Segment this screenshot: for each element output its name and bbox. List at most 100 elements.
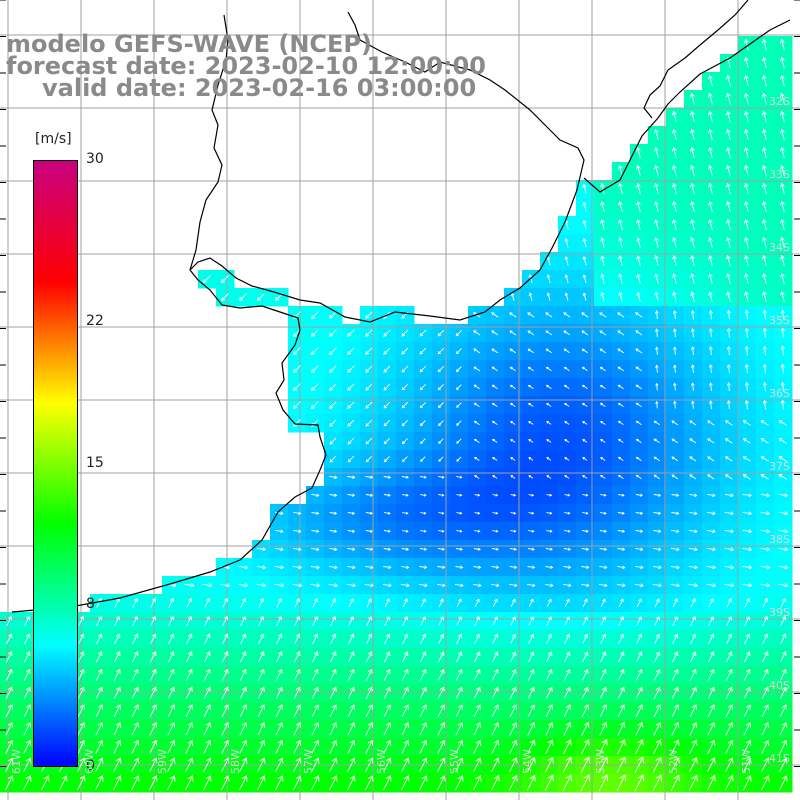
wind-arrow [383,704,391,718]
wind-arrow [671,438,679,444]
wind-arrow [689,420,697,426]
wind-arrow [600,598,606,608]
wind-arrow [419,686,427,699]
wind-arrow [384,615,391,626]
wind-arrow [366,598,372,608]
wind-arrow [401,383,409,391]
wind-arrow [690,309,695,320]
wind-arrow [347,547,356,552]
wind-arrow [491,686,499,699]
wind-arrow [347,365,355,373]
wind-arrow [780,290,785,303]
wind-arrow [95,739,104,754]
wind-arrow [239,686,247,699]
wind-arrow [654,273,659,284]
wind-arrow [437,686,445,699]
wind-arrow [672,218,677,231]
wind-arrow [221,757,230,772]
wind-arrow [762,381,767,392]
wind-arrow [492,493,499,497]
wind-arrow [509,583,518,588]
wind-arrow [600,291,605,302]
wind-arrow [220,275,229,284]
wind-arrow [724,565,735,570]
wind-arrow [581,704,589,718]
wind-arrow [742,493,753,498]
wind-arrow [545,686,553,699]
wind-arrow [762,345,767,356]
wind-arrow [473,348,481,354]
wind-arrow [473,565,482,569]
wind-arrow [402,598,408,608]
wind-arrow [546,421,552,425]
wind-arrow [113,651,121,663]
wind-arrow [510,402,516,407]
wind-arrow [760,511,771,516]
wind-arrow [724,438,733,444]
wind-arrow [310,311,319,320]
wind-arrow [617,474,624,479]
wind-arrow [563,547,572,551]
wind-arrow [742,583,753,588]
wind-arrow [652,774,662,792]
wind-arrow [365,565,374,570]
wind-arrow [546,403,552,407]
wind-arrow [437,668,445,681]
wind-arrow [150,633,157,645]
wind-arrow [293,704,301,718]
wind-arrow [474,529,481,533]
wind-arrow [582,219,587,230]
wind-arrow [258,633,265,645]
wind-arrow [438,511,445,515]
wind-arrow [655,364,659,373]
wind-arrow [780,381,785,392]
wind-arrow [599,686,607,699]
wind-arrow [365,668,373,681]
wind-arrow [365,757,374,772]
wind-arrow [258,615,265,626]
wind-arrow [510,457,516,461]
wind-arrow [708,255,713,267]
wind-arrow [779,686,787,699]
wind-arrow [744,218,749,231]
wind-arrow [95,704,103,718]
wind-arrow [671,456,679,462]
wind-arrow [545,583,554,588]
wind-arrow [743,74,749,87]
wind-arrow [528,439,534,443]
wind-arrow [742,456,751,462]
wind-arrow [257,722,266,736]
wind-arrow [599,583,608,588]
wind-arrow [438,475,445,479]
wind-arrow [292,565,303,570]
wind-arrow [456,615,462,626]
wind-arrow [311,493,320,498]
wind-arrow [276,597,282,608]
wind-arrow [653,420,660,426]
wind-arrow [617,721,626,736]
wind-arrow [77,757,86,772]
wind-arrow [600,616,606,626]
wind-arrow [654,255,659,267]
wind-arrow [634,583,644,588]
wind-arrow [617,366,624,372]
wind-arrow [491,668,499,681]
wind-arrow [420,615,426,626]
wind-arrow [293,739,302,754]
wind-arrow [383,722,392,736]
wind-arrow [365,529,374,533]
wind-arrow [528,421,534,425]
wind-arrow [383,686,391,699]
wind-arrow [474,457,480,461]
wind-arrow [23,686,31,699]
wind-arrow [706,774,716,791]
wind-arrow [221,704,229,718]
wind-arrow [761,128,767,141]
wind-arrow [384,633,391,645]
wind-arrow [437,722,446,736]
wind-arrow [545,668,553,681]
wind-arrow [708,236,713,249]
wind-arrow [635,529,644,533]
wind-arrow [689,474,697,480]
wind-arrow [185,722,194,736]
